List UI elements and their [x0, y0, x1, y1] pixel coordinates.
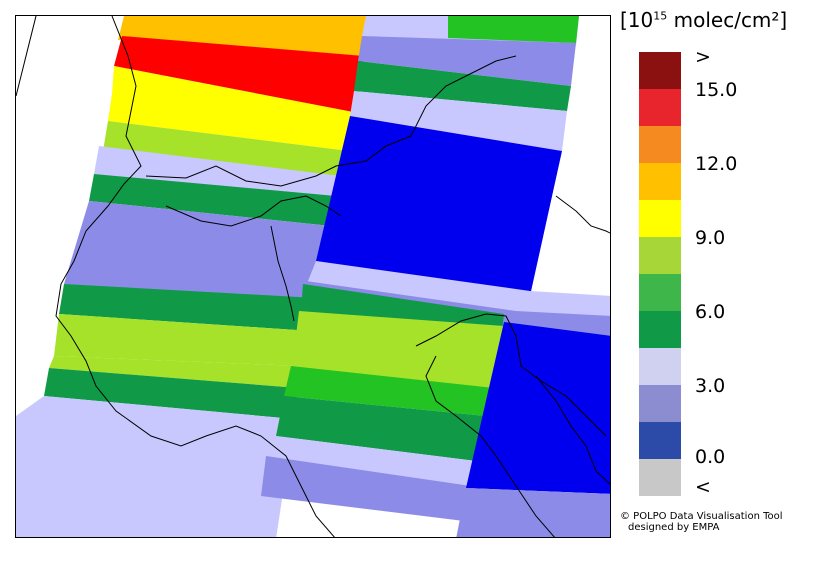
legend-label: < [695, 476, 711, 498]
legend-swatch [639, 89, 681, 126]
legend-label: 9.0 [695, 227, 726, 249]
legend-label: > [695, 46, 711, 68]
legend-label: 0.0 [695, 446, 726, 468]
pixel [261, 456, 471, 521]
pixel [112, 66, 358, 126]
pixel [114, 36, 364, 113]
pixel [276, 396, 486, 461]
pixel [49, 356, 302, 388]
pixel [64, 201, 331, 316]
legend-swatch [639, 52, 681, 89]
pixel [354, 61, 571, 111]
color-legend: [1015 molec/cm²] > 15.0 12.0 9.0 6.0 3.0… [620, 0, 813, 566]
pixel [44, 368, 298, 419]
border-lines [16, 16, 610, 537]
legend-label: 12.0 [695, 153, 738, 175]
map-view [16, 16, 610, 537]
credit-line-2: designed by EMPA [628, 522, 720, 533]
legend-label: 15.0 [695, 79, 738, 101]
legend-swatch [639, 459, 681, 496]
pixel [118, 16, 371, 56]
legend-swatch [639, 385, 681, 422]
pixel [358, 36, 576, 86]
credit-text: © POLPO Data Visualisation Tool designed… [620, 511, 783, 533]
pixel [59, 284, 316, 331]
legend-title-unit: molec/cm²] [667, 8, 788, 32]
pixel [89, 174, 336, 226]
pixel [466, 322, 610, 494]
pixel [350, 91, 567, 151]
legend-swatch [639, 200, 681, 237]
pixel [16, 396, 294, 537]
pixel [108, 94, 354, 151]
legend-swatch [639, 274, 681, 311]
pixel [316, 116, 562, 296]
legend-swatch [639, 311, 681, 348]
pixel [448, 16, 579, 43]
swath-west [16, 16, 376, 537]
legend-title: [1015 molec/cm²] [620, 8, 787, 32]
pixel [284, 366, 494, 416]
legend-label: 3.0 [695, 375, 726, 397]
legend-swatch [639, 422, 681, 459]
legend-swatch [639, 163, 681, 200]
credit-line-1: © POLPO Data Visualisation Tool [620, 511, 783, 522]
pixel [291, 311, 504, 388]
swath-middle [261, 16, 610, 521]
map-frame [15, 15, 611, 538]
legend-title-base: [10 [620, 8, 654, 32]
pixel [54, 314, 311, 366]
legend-swatch [639, 126, 681, 163]
legend-title-exponent: 15 [653, 9, 668, 23]
legend-label: 6.0 [695, 301, 726, 323]
legend-swatch [639, 348, 681, 385]
legend-swatch [639, 237, 681, 274]
